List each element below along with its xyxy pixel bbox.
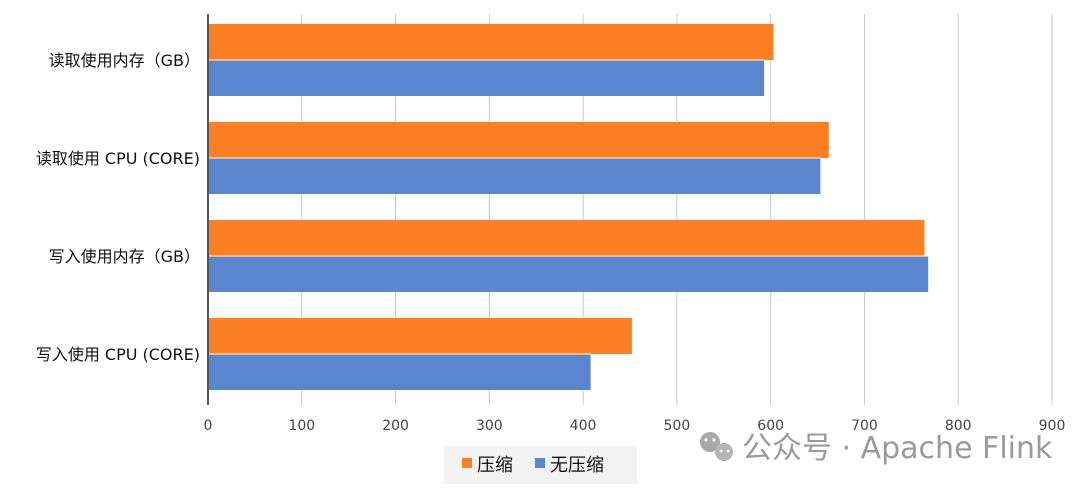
x-tick-label: 500 — [664, 418, 691, 434]
legend: 压缩 无压缩 — [444, 446, 637, 484]
x-tick-label: 700 — [851, 418, 878, 434]
category-label: 读取使用 CPU (CORE) — [36, 149, 200, 168]
bar — [208, 24, 774, 60]
bar — [208, 318, 632, 354]
x-tick-label: 300 — [476, 418, 503, 434]
bar — [208, 60, 765, 96]
category-label: 写入使用内存（GB） — [49, 247, 200, 266]
legend-swatch — [535, 458, 545, 468]
x-tick-label: 100 — [288, 418, 315, 434]
legend-swatch — [462, 458, 472, 468]
x-tick-labels: 0 100 200 300 400 500 600 700 800 900 — [204, 418, 1066, 434]
bar — [208, 220, 925, 256]
bar — [208, 354, 591, 390]
bars — [208, 24, 929, 390]
legend-label: 压缩 — [477, 455, 513, 476]
bar — [208, 122, 829, 158]
x-tick-label: 400 — [570, 418, 597, 434]
wechat-icon — [700, 432, 733, 461]
x-tick-label: 0 — [204, 418, 213, 434]
category-label: 写入使用 CPU (CORE) — [36, 345, 200, 364]
x-tick-label: 900 — [1039, 418, 1066, 434]
watermark-text: 公众号 · Apache Flink — [742, 431, 1053, 466]
bar — [208, 256, 929, 292]
legend-label: 无压缩 — [550, 455, 604, 476]
watermark: 公众号 · Apache Flink — [700, 431, 1053, 466]
category-labels: 读取使用内存（GB） 读取使用 CPU (CORE) 写入使用内存（GB） 写入使用 … — [36, 51, 200, 364]
x-tick-label: 200 — [382, 418, 409, 434]
x-tick-label: 600 — [757, 418, 784, 434]
category-label: 读取使用内存（GB） — [49, 51, 200, 70]
bar — [208, 158, 821, 194]
x-tick-label: 800 — [945, 418, 972, 434]
